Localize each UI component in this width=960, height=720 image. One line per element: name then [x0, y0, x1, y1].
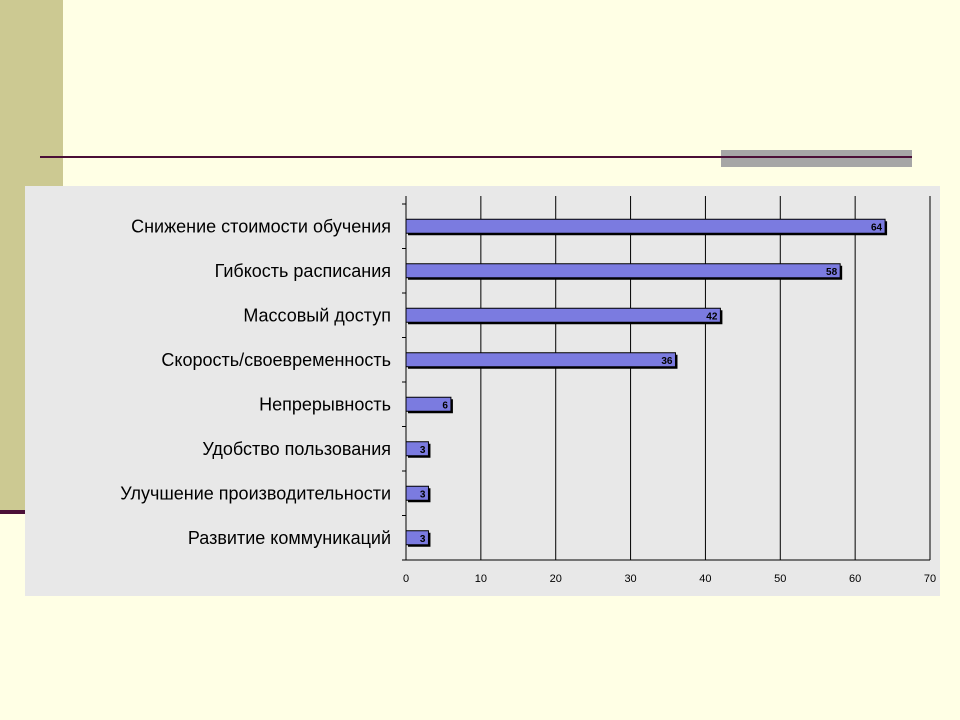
category-label: Улучшение производительности	[120, 483, 391, 503]
data-label: 6	[442, 400, 448, 411]
data-label: 58	[826, 267, 838, 278]
data-label: 42	[706, 311, 718, 322]
chart-panel: 0 10 20 30 40 50 60 70 Снижение стоимости обучен…	[25, 186, 940, 596]
bar	[405, 307, 721, 323]
category-label: Массовый доступ	[243, 305, 391, 325]
category-label: Гибкость расписания	[215, 261, 391, 281]
bar	[405, 352, 676, 368]
title-accent-bar	[721, 150, 912, 167]
data-label: 36	[661, 356, 673, 367]
bar	[405, 218, 886, 234]
data-label: 3	[420, 445, 426, 456]
x-tick-label: 70	[924, 573, 936, 585]
x-tick-label: 50	[774, 573, 786, 585]
category-label: Развитие коммуникаций	[188, 528, 391, 548]
x-tick-label: 20	[550, 573, 562, 585]
bar-chart: 0 10 20 30 40 50 60 70 Снижение стоимости обучен…	[120, 196, 936, 585]
data-label: 64	[871, 222, 883, 233]
x-tick-label: 40	[699, 573, 711, 585]
bar	[405, 530, 429, 546]
x-tick-label: 0	[403, 573, 409, 585]
bar	[405, 263, 841, 279]
bar	[405, 441, 429, 457]
category-label: Удобство пользования	[202, 439, 391, 459]
category-label: Скорость/своевременность	[161, 350, 391, 370]
x-tick-label: 30	[624, 573, 636, 585]
data-label: 3	[420, 489, 426, 500]
category-label: Снижение стоимости обучения	[131, 216, 391, 236]
category-label: Непрерывность	[259, 394, 391, 414]
x-tick-label: 60	[849, 573, 861, 585]
bar	[405, 396, 452, 412]
title-underline	[40, 156, 912, 158]
data-label: 3	[420, 534, 426, 545]
x-tick-label: 10	[475, 573, 487, 585]
bar	[405, 485, 429, 501]
